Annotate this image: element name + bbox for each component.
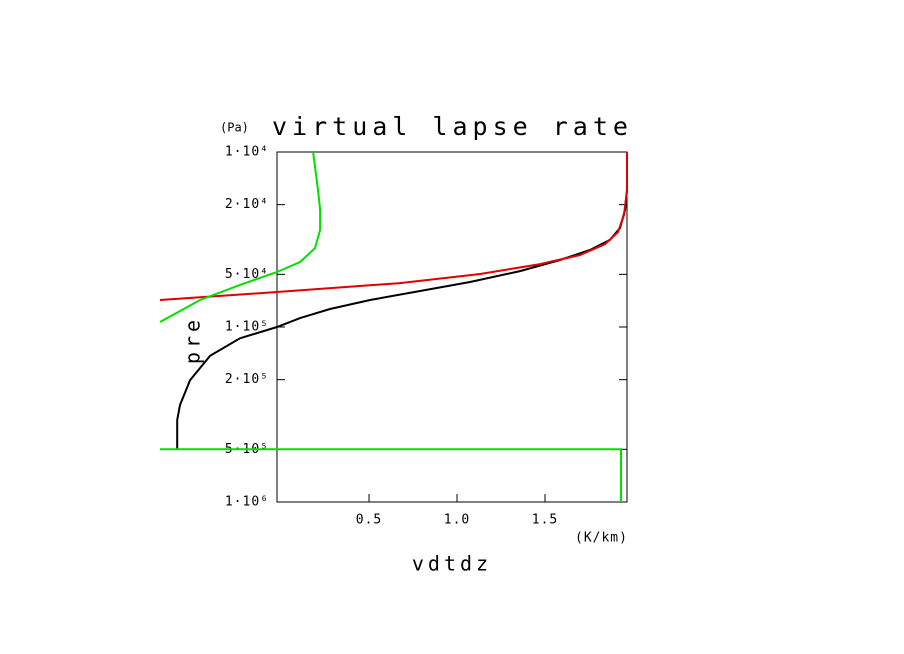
y-tick-label: 2·10⁵ <box>225 372 269 387</box>
data-line <box>159 152 628 301</box>
y-tick-label: 2·10⁴ <box>225 197 269 212</box>
y-tick-label: 1·10⁶ <box>225 495 269 510</box>
chart-title: virtual lapse rate <box>272 112 633 141</box>
x-unit: (K/km) <box>575 531 628 546</box>
data-line <box>159 151 322 323</box>
x-tick-label: 0.5 <box>356 513 382 528</box>
data-line <box>160 448 622 502</box>
x-tick-label: 1.0 <box>444 513 470 528</box>
y-tick-label: 1·10⁴ <box>225 145 269 160</box>
x-axis-label: vdtdz <box>412 552 492 576</box>
y-tick-label: 1·10⁵ <box>225 320 269 335</box>
y-tick-label: 5·10⁴ <box>225 267 269 282</box>
x-tick-label: 1.5 <box>532 513 558 528</box>
y-unit: (Pa) <box>220 121 249 135</box>
y-axis-label: pre <box>181 316 205 364</box>
